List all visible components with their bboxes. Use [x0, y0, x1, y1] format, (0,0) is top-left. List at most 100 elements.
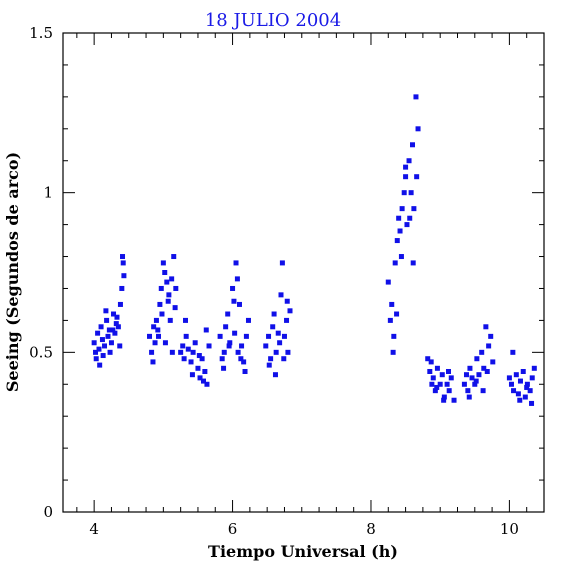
data-point [112, 330, 118, 336]
y-tick-label: 1.5 [29, 24, 53, 42]
data-point [190, 349, 196, 355]
data-point [235, 349, 241, 355]
data-point [522, 394, 528, 400]
data-point [430, 375, 436, 381]
data-point [486, 343, 492, 349]
data-point [231, 298, 237, 304]
data-point [391, 333, 397, 339]
data-point [197, 375, 203, 381]
data-point [102, 343, 108, 349]
data-point [202, 368, 208, 374]
data-point [434, 365, 440, 371]
data-point [263, 343, 269, 349]
data-point [272, 372, 278, 378]
x-tick-label: 6 [228, 520, 238, 538]
data-point [119, 285, 125, 291]
data-point [151, 324, 157, 330]
data-point [121, 273, 127, 279]
data-point [392, 260, 398, 266]
data-point [414, 174, 420, 180]
data-point [162, 270, 168, 275]
data-point [107, 349, 113, 355]
data-point [406, 158, 412, 164]
data-point [479, 349, 485, 355]
data-point [183, 333, 189, 339]
plot-frame [62, 32, 545, 513]
data-point [529, 400, 535, 406]
data-point [410, 260, 416, 266]
axis-ticks [63, 32, 545, 513]
data-point [281, 356, 287, 362]
y-tick-label: 1 [43, 184, 53, 202]
data-point [275, 330, 281, 336]
data-point [113, 321, 119, 327]
data-point [99, 337, 105, 343]
data-point [413, 94, 419, 100]
data-point [226, 343, 232, 349]
data-point [242, 368, 248, 374]
data-point [446, 388, 452, 394]
data-point [241, 359, 247, 365]
data-point [236, 301, 242, 307]
data-point [396, 215, 402, 221]
data-point [461, 381, 467, 387]
data-point [199, 356, 205, 362]
data-point [411, 206, 417, 212]
data-point [517, 378, 523, 384]
data-point [517, 397, 523, 403]
data-point [480, 388, 486, 394]
axis-tick-labels: 4 6 8 10 0 0.5 1 1.5 [29, 24, 519, 538]
data-point [466, 394, 472, 400]
data-point [111, 311, 117, 317]
data-point [432, 388, 438, 394]
data-point [515, 391, 521, 397]
data-point [150, 359, 156, 365]
data-point [434, 384, 440, 390]
data-point [439, 372, 445, 378]
x-tick-label: 8 [366, 520, 376, 538]
data-point [444, 381, 450, 387]
data-point [93, 356, 99, 362]
data-point [166, 292, 172, 298]
data-point [488, 333, 494, 339]
data-point [239, 343, 245, 349]
data-point [510, 349, 516, 355]
y-tick-label: 0 [43, 503, 53, 521]
data-point [441, 397, 447, 403]
y-axis-label: Seeing (Segundos de arco) [3, 152, 22, 392]
data-point [394, 311, 400, 317]
data-point [428, 359, 434, 365]
data-point [167, 317, 173, 323]
data-point [408, 190, 414, 196]
data-point [410, 142, 416, 148]
data-point [165, 298, 171, 304]
data-point [195, 365, 201, 371]
data-point [156, 333, 162, 339]
chart-title: 18 JULIO 2004 [205, 10, 341, 31]
data-point [97, 362, 103, 368]
data-point [429, 381, 435, 387]
data-point [173, 285, 179, 291]
data-point [445, 368, 451, 374]
data-point [451, 397, 457, 403]
data-point [178, 349, 184, 355]
data-point [415, 126, 421, 132]
data-point [117, 301, 123, 307]
data-point [531, 365, 537, 371]
y-tick-label: 0.5 [29, 343, 53, 361]
data-point [159, 311, 165, 317]
data-point [152, 340, 158, 346]
data-point [157, 301, 163, 307]
data-point [155, 327, 161, 333]
data-point [225, 311, 231, 317]
data-point [463, 372, 469, 378]
data-point [245, 317, 251, 323]
data-point [196, 353, 202, 359]
data-point [484, 368, 490, 374]
data-point [217, 333, 223, 339]
data-point [221, 349, 227, 355]
data-point [117, 343, 123, 349]
data-point [465, 388, 471, 394]
data-point [95, 330, 101, 336]
